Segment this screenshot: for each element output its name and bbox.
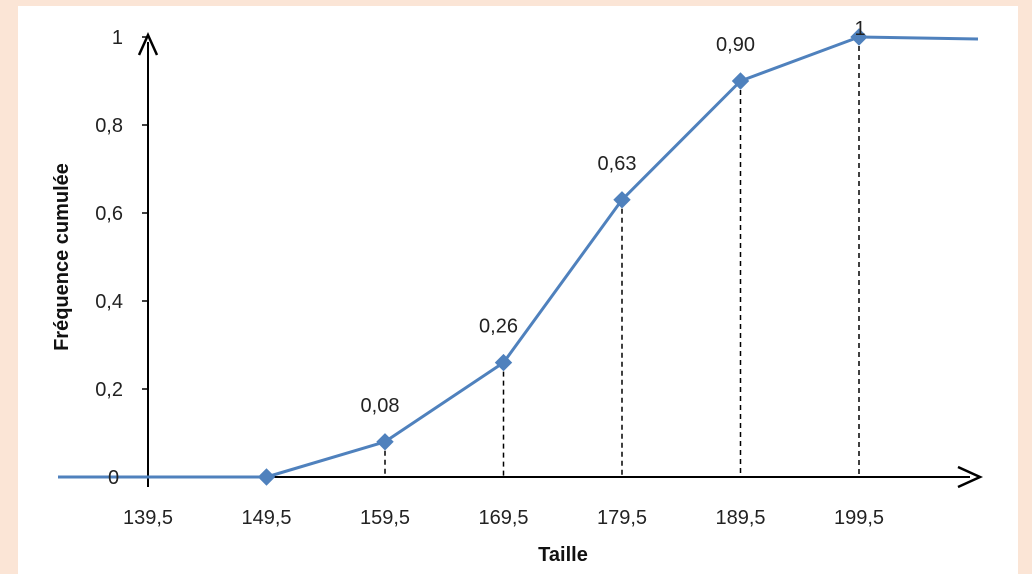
data-point-marker bbox=[850, 28, 868, 46]
data-point-marker bbox=[376, 433, 394, 451]
data-label: 0,63 bbox=[598, 153, 637, 175]
y-axis-arrow bbox=[137, 31, 159, 56]
data-point-marker bbox=[613, 191, 631, 209]
data-point-marker bbox=[257, 468, 276, 486]
data-labels: 0,08 0,26 0,63 0,90 1 bbox=[361, 18, 866, 417]
drop-lines bbox=[384, 37, 860, 477]
y-tick-label: 0,6 bbox=[95, 203, 123, 225]
data-point-marker bbox=[494, 353, 513, 372]
y-tick-label: 0,2 bbox=[95, 379, 123, 401]
axes bbox=[137, 31, 984, 489]
x-tick-label: 139,5 bbox=[123, 507, 173, 529]
x-axis-title: Taille bbox=[538, 544, 588, 566]
data-label: 0,90 bbox=[716, 34, 755, 56]
y-axis-title: Fréquence cumulée bbox=[51, 163, 73, 351]
data-label: 0,08 bbox=[361, 395, 400, 417]
y-tick-label: 0 bbox=[108, 467, 119, 489]
x-tick-label: 179,5 bbox=[597, 507, 647, 529]
series bbox=[58, 28, 979, 486]
x-tick-label: 159,5 bbox=[360, 507, 410, 529]
x-axis-arrow bbox=[957, 465, 984, 489]
data-label: 0,26 bbox=[479, 316, 518, 338]
tick-labels: 139,5 149,5 159,5 169,5 179,5 189,5 199,5 0 0,2 0… bbox=[95, 27, 884, 529]
x-tick-label: 169,5 bbox=[478, 507, 528, 529]
x-tick-label: 149,5 bbox=[241, 507, 291, 529]
data-label: 1 bbox=[854, 18, 865, 40]
series-line bbox=[58, 35, 979, 479]
data-point-marker bbox=[731, 72, 750, 90]
chart-panel bbox=[18, 6, 1018, 574]
y-tick-label: 0,8 bbox=[95, 115, 123, 137]
x-tick-label: 189,5 bbox=[715, 507, 765, 529]
x-tick-label: 199,5 bbox=[834, 507, 884, 529]
y-tick-label: 0,4 bbox=[95, 291, 123, 313]
y-tick-label: 1 bbox=[112, 27, 123, 49]
